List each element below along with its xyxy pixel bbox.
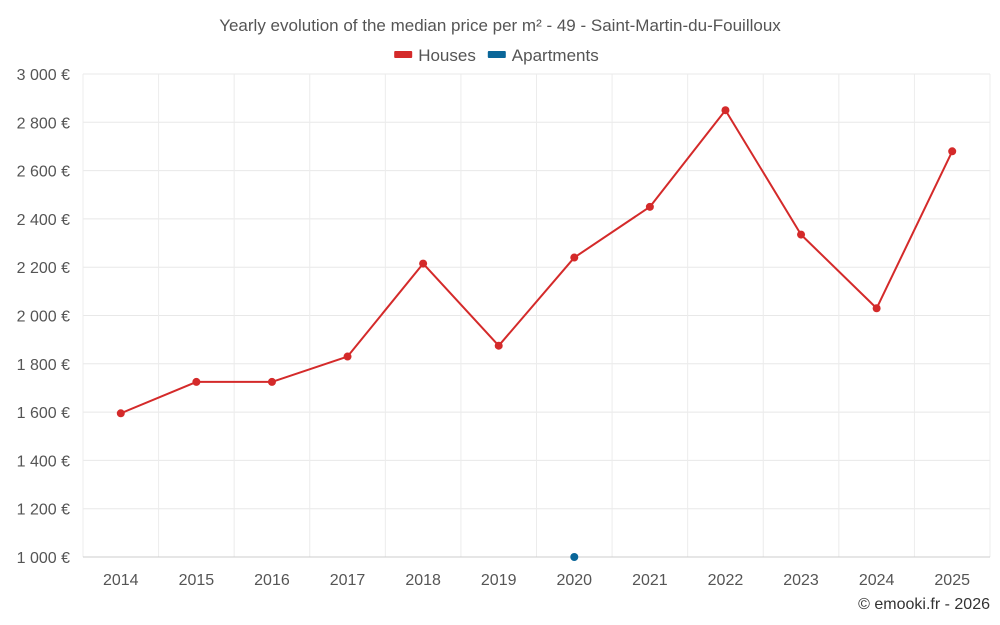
- legend-swatch: [394, 51, 413, 58]
- x-tick-label: 2025: [934, 572, 970, 589]
- y-tick-label: 1 200 €: [17, 502, 70, 519]
- series-line-houses: [120, 109, 954, 415]
- credit-text: © emooki.fr - 2026: [858, 596, 990, 613]
- data-point-houses[interactable]: [645, 202, 654, 211]
- y-tick-label: 2 400 €: [17, 212, 70, 229]
- legend-label: Houses: [418, 46, 476, 65]
- y-tick-label: 2 600 €: [17, 164, 70, 181]
- x-tick-label: 2020: [556, 572, 592, 589]
- data-point-houses[interactable]: [343, 352, 352, 361]
- grid: [82, 73, 991, 557]
- data-point-houses[interactable]: [192, 377, 201, 386]
- data-point-houses[interactable]: [948, 147, 957, 156]
- x-tick-label: 2015: [179, 572, 215, 589]
- x-tick-label: 2016: [254, 572, 290, 589]
- y-tick-label: 1 800 €: [17, 357, 70, 374]
- x-tick-label: 2022: [708, 572, 744, 589]
- x-tick-label: 2014: [103, 572, 139, 589]
- series-houses: [116, 106, 957, 418]
- x-tick-label: 2021: [632, 572, 668, 589]
- x-tick-label: 2024: [859, 572, 895, 589]
- series-apartments: [570, 553, 579, 561]
- x-tick-label: 2023: [783, 572, 819, 589]
- x-axis: 2014 2015 2016 2017 2018 2019 2020 2021 2022 2023…: [83, 556, 990, 589]
- data-point-houses[interactable]: [872, 304, 881, 313]
- x-tick-label: 2018: [405, 572, 441, 589]
- series-group: [116, 106, 957, 561]
- data-point-houses[interactable]: [570, 253, 579, 262]
- data-point-houses[interactable]: [267, 377, 276, 386]
- legend-label: Apartments: [512, 46, 599, 65]
- y-tick-label: 1 400 €: [17, 453, 70, 470]
- data-point-houses[interactable]: [797, 230, 806, 239]
- y-axis: 1 000 € 1 200 € 1 400 € 1 600 € 1 800 € 2 000…: [17, 67, 70, 567]
- y-tick-label: 1 600 €: [17, 405, 70, 422]
- legend-item-apartments[interactable]: Apartments: [487, 46, 599, 65]
- y-tick-label: 3 000 €: [17, 67, 70, 84]
- legend-item-houses[interactable]: Houses: [394, 46, 476, 65]
- x-tick-label: 2017: [330, 572, 366, 589]
- y-tick-label: 2 200 €: [17, 260, 70, 277]
- data-point-houses[interactable]: [419, 259, 428, 268]
- data-point-houses[interactable]: [494, 341, 503, 350]
- y-tick-label: 2 000 €: [17, 309, 70, 326]
- y-tick-label: 1 000 €: [17, 550, 70, 567]
- legend: Houses Apartments: [394, 46, 599, 65]
- data-point-houses[interactable]: [116, 409, 125, 418]
- legend-swatch: [487, 51, 506, 58]
- data-point-apartments[interactable]: [570, 553, 579, 561]
- chart-title: Yearly evolution of the median price per…: [219, 16, 781, 35]
- x-tick-label: 2019: [481, 572, 517, 589]
- y-tick-label: 2 800 €: [17, 115, 70, 132]
- data-point-houses[interactable]: [721, 106, 730, 115]
